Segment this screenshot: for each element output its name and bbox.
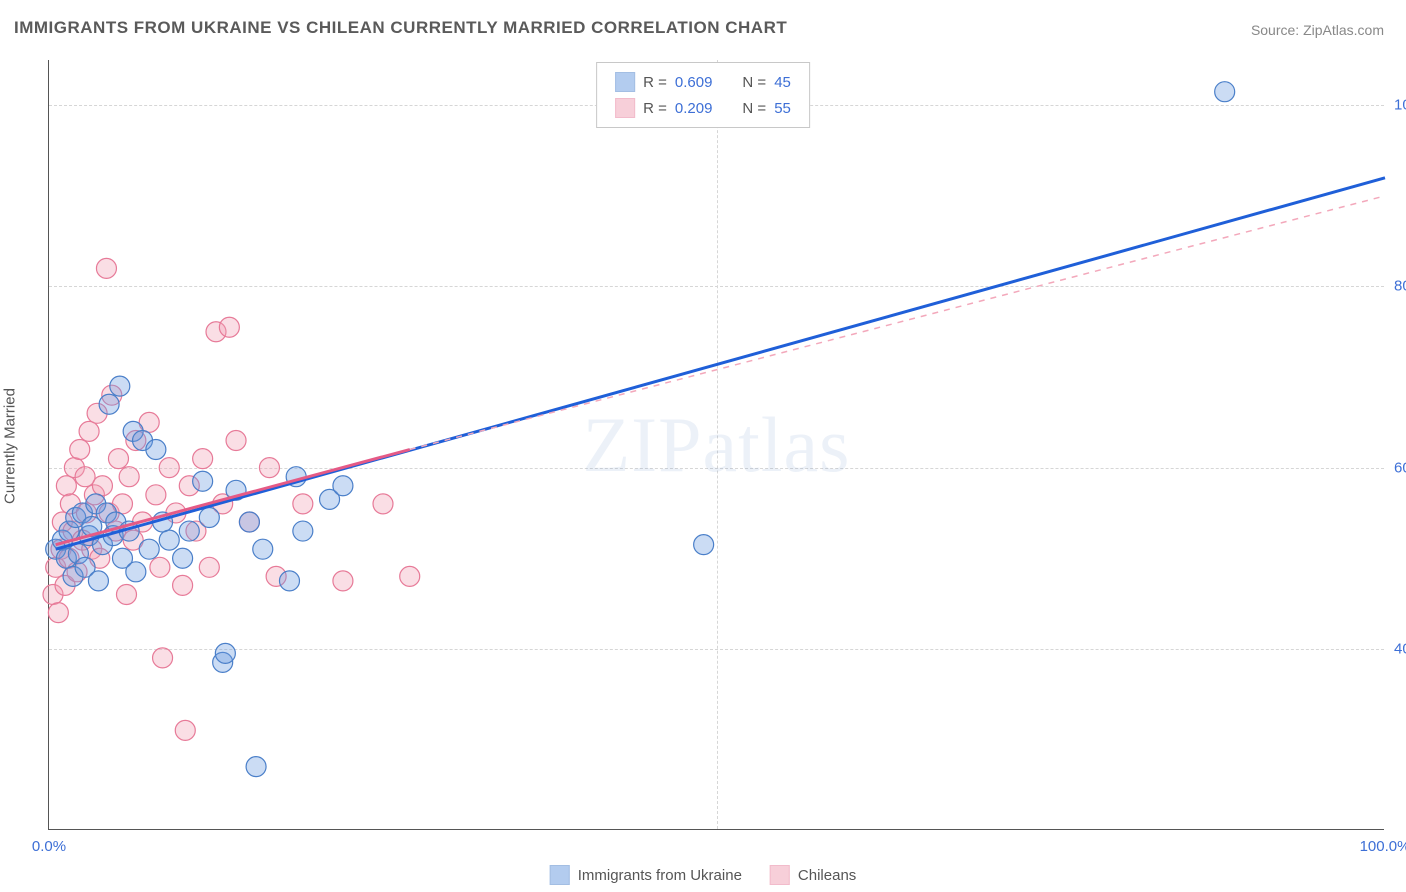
scatter-point bbox=[400, 566, 420, 586]
scatter-point bbox=[146, 440, 166, 460]
trend-line bbox=[56, 178, 1385, 549]
scatter-point bbox=[293, 521, 313, 541]
scatter-point bbox=[159, 530, 179, 550]
x-tick-label: 100.0% bbox=[1360, 838, 1406, 855]
scatter-point bbox=[56, 476, 76, 496]
scatter-point bbox=[99, 394, 119, 414]
legend-series-label: Chileans bbox=[798, 867, 856, 884]
scatter-point bbox=[48, 603, 68, 623]
scatter-point bbox=[70, 440, 90, 460]
y-tick-label: 40.0% bbox=[1394, 640, 1406, 657]
scatter-point bbox=[88, 571, 108, 591]
legend-swatch bbox=[615, 98, 635, 118]
legend-swatch bbox=[615, 72, 635, 92]
scatter-point bbox=[193, 471, 213, 491]
scatter-point bbox=[150, 557, 170, 577]
correlation-legend: R = 0.609 N = 45 R = 0.209 N = 55 bbox=[596, 62, 810, 128]
scatter-point bbox=[694, 535, 714, 555]
legend-series-item: Immigrants from Ukraine bbox=[550, 862, 742, 888]
scatter-point bbox=[293, 494, 313, 514]
scatter-svg bbox=[49, 60, 1384, 829]
n-value: 45 bbox=[774, 74, 791, 91]
source-label: Source: ZipAtlas.com bbox=[1251, 22, 1384, 38]
scatter-point bbox=[259, 458, 279, 478]
legend-stat-row: R = 0.609 N = 45 bbox=[615, 69, 791, 95]
scatter-point bbox=[173, 575, 193, 595]
scatter-point bbox=[373, 494, 393, 514]
scatter-point bbox=[226, 430, 246, 450]
y-tick-label: 80.0% bbox=[1394, 278, 1406, 295]
scatter-point bbox=[246, 757, 266, 777]
x-tick-label: 0.0% bbox=[32, 838, 66, 855]
r-value: 0.609 bbox=[675, 74, 713, 91]
legend-swatch bbox=[770, 865, 790, 885]
scatter-point bbox=[193, 449, 213, 469]
scatter-point bbox=[199, 507, 219, 527]
scatter-point bbox=[239, 512, 259, 532]
scatter-point bbox=[333, 476, 353, 496]
scatter-point bbox=[279, 571, 299, 591]
scatter-point bbox=[173, 548, 193, 568]
scatter-point bbox=[139, 539, 159, 559]
legend-stat-row: R = 0.209 N = 55 bbox=[615, 95, 791, 121]
scatter-point bbox=[92, 476, 112, 496]
scatter-point bbox=[79, 421, 99, 441]
legend-series-label: Immigrants from Ukraine bbox=[578, 867, 742, 884]
scatter-point bbox=[108, 449, 128, 469]
scatter-point bbox=[110, 376, 130, 396]
y-tick-label: 60.0% bbox=[1394, 459, 1406, 476]
r-label: R = bbox=[643, 100, 667, 117]
scatter-point bbox=[126, 562, 146, 582]
plot-area: ZIPatlas 40.0%60.0%80.0%100.0%0.0%100.0% bbox=[48, 60, 1384, 830]
series-legend: Immigrants from Ukraine Chileans bbox=[550, 862, 857, 888]
y-tick-label: 100.0% bbox=[1394, 97, 1406, 114]
scatter-point bbox=[1215, 82, 1235, 102]
scatter-point bbox=[199, 557, 219, 577]
scatter-point bbox=[96, 258, 116, 278]
trend-line-extension bbox=[410, 196, 1385, 450]
scatter-point bbox=[333, 571, 353, 591]
scatter-point bbox=[179, 521, 199, 541]
y-axis-label: Currently Married bbox=[2, 388, 19, 504]
scatter-point bbox=[119, 467, 139, 487]
scatter-point bbox=[159, 458, 179, 478]
chart-title: IMMIGRANTS FROM UKRAINE VS CHILEAN CURRE… bbox=[14, 18, 787, 38]
scatter-point bbox=[153, 648, 173, 668]
trend-line bbox=[56, 450, 410, 545]
n-label: N = bbox=[742, 74, 766, 91]
scatter-point bbox=[175, 720, 195, 740]
scatter-point bbox=[215, 643, 235, 663]
scatter-point bbox=[219, 317, 239, 337]
scatter-point bbox=[116, 584, 136, 604]
scatter-point bbox=[146, 485, 166, 505]
legend-series-item: Chileans bbox=[770, 862, 856, 888]
n-value: 55 bbox=[774, 100, 791, 117]
legend-swatch bbox=[550, 865, 570, 885]
r-value: 0.209 bbox=[675, 100, 713, 117]
scatter-point bbox=[253, 539, 273, 559]
r-label: R = bbox=[643, 74, 667, 91]
n-label: N = bbox=[742, 100, 766, 117]
